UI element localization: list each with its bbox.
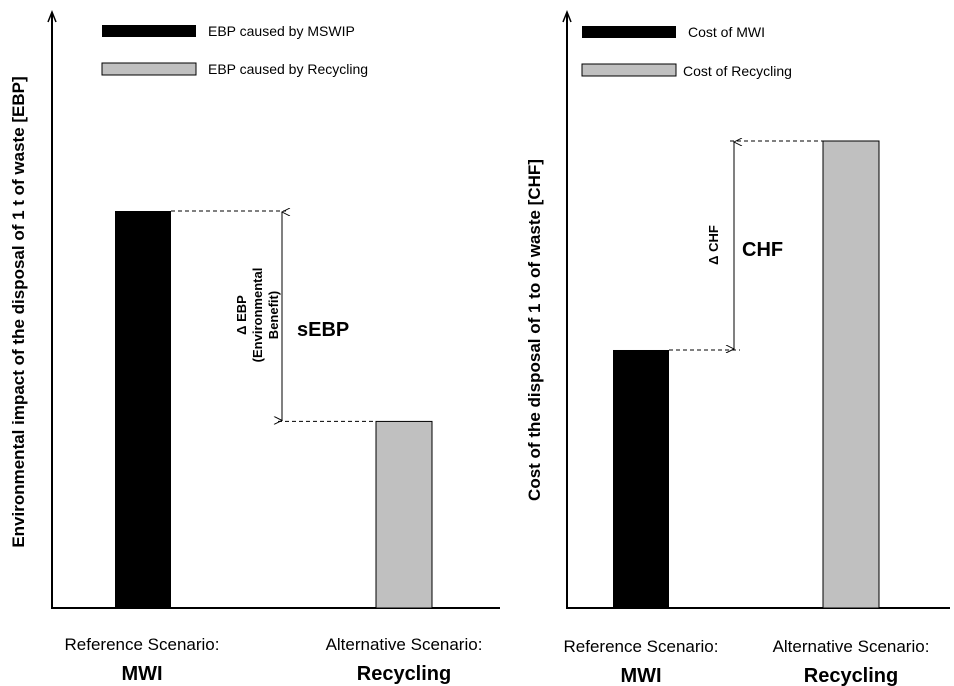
right-bar-recycling <box>822 140 880 609</box>
right-cat-2-top: Alternative Scenario: <box>773 637 930 656</box>
left-legend-label-2: EBP caused by Recycling <box>208 61 368 77</box>
right-legend-swatch-2 <box>581 63 677 77</box>
right-cat-1-top: Reference Scenario: <box>564 637 719 656</box>
chart-right: Cost of the disposal of 1 to of waste [C… <box>525 9 950 686</box>
left-delta-label: Δ EBP (Environmental Benefit) <box>234 268 281 363</box>
left-cat-1-bottom: MWI <box>121 663 162 685</box>
left-cat-2-top: Alternative Scenario: <box>326 635 483 654</box>
left-delta-line-3: Benefit) <box>266 291 281 339</box>
left-legend-label-1: EBP caused by MSWIP <box>208 23 355 39</box>
right-delta-label: Δ CHF <box>706 225 721 265</box>
right-legend-label-1: Cost of MWI <box>688 24 765 40</box>
left-legend-swatch-1 <box>102 25 196 37</box>
right-y-label: Cost of the disposal of 1 to of waste [C… <box>525 159 544 501</box>
left-y-label: Environmental impact of the disposal of … <box>9 76 28 547</box>
right-cat-2-bottom: Recycling <box>804 665 898 686</box>
left-y-axis-arrow <box>47 9 57 23</box>
left-cat-2-bottom: Recycling <box>357 663 451 685</box>
chart-left: Environmental impact of the disposal of … <box>9 9 500 685</box>
left-delta-line-2: (Environmental <box>250 268 265 363</box>
left-bar-mwi <box>115 211 171 608</box>
right-main-label: CHF <box>742 239 783 261</box>
right-y-axis-arrow <box>562 9 572 23</box>
left-delta-line-1: Δ EBP <box>234 295 249 335</box>
left-cat-1-top: Reference Scenario: <box>65 635 220 654</box>
right-legend-label-2: Cost of Recycling <box>683 63 792 79</box>
left-main-label: sEBP <box>297 319 349 341</box>
left-legend-swatch-2 <box>101 62 197 76</box>
right-delta-line-1: Δ CHF <box>706 225 721 265</box>
right-legend-swatch-1 <box>582 26 676 38</box>
left-bar-recycling <box>375 420 433 609</box>
right-cat-1-bottom: MWI <box>620 665 661 686</box>
right-bar-mwi <box>613 349 669 608</box>
